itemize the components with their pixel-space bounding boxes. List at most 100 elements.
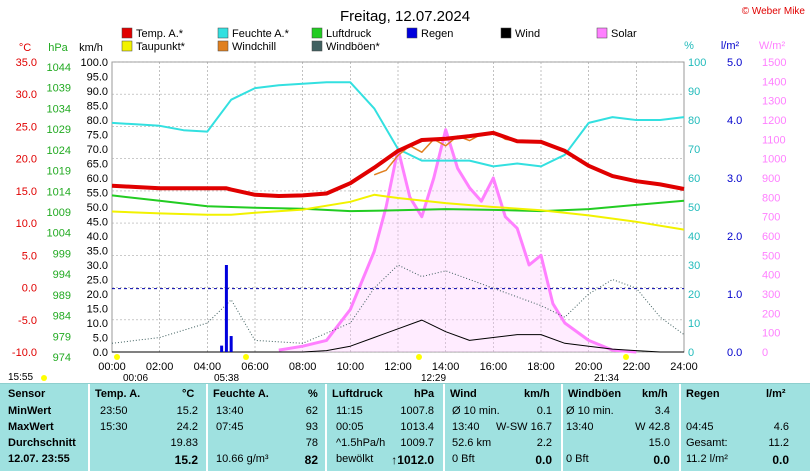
legend-swatch: [121, 27, 133, 39]
temp-tick: 0.0: [22, 283, 37, 295]
rain-tick: 4.0: [727, 115, 742, 127]
stats-cell-press-time: ^1.5hPa/h: [336, 437, 386, 449]
solar-tick: 500: [762, 250, 780, 262]
stats-cell-press-val: 1013.4: [400, 421, 434, 433]
pressure-tick: 1024: [47, 145, 71, 157]
pressure-tick: 999: [53, 248, 71, 260]
stats-cell-gust-desc: 13:40: [566, 421, 594, 433]
stats-cell-gust-desc: 0 Bft: [566, 453, 589, 465]
stats-cell-temp-time: 23:50: [100, 405, 128, 417]
stats-cell-press-val: 1009.7: [400, 437, 434, 449]
legend-label: Temp. A.*: [136, 28, 184, 40]
stats-row: 12.07. 23:55 15.2 10.66 g/m³ 82 bewölkt ↑1012…: [0, 453, 810, 469]
moon-label-2: 12:29: [421, 373, 446, 383]
solar-tick: 1300: [762, 96, 786, 108]
pressure-unit: hPa: [48, 42, 68, 54]
stats-cell-gust-desc: Ø 10 min.: [566, 405, 614, 417]
legend-label: Regen: [421, 28, 453, 40]
stats-cell-wind-desc: 52.6 km: [452, 437, 492, 449]
stats-cell-hum-time: 10.66 g/m³: [216, 453, 269, 465]
stats-row: MaxWert 15:30 24.2 07:45 93 00:05 1013.4 13:40 W…: [0, 421, 810, 437]
stats-cell-temp-val: 15.2: [174, 453, 198, 467]
legend-label: Feuchte A.*: [232, 28, 290, 40]
temp-tick: 20.0: [16, 154, 37, 166]
event-markers: 15:55 00:06 05:38 12:29 21:34: [8, 354, 629, 383]
speed-tick: 85.0: [87, 101, 108, 113]
x-tick: 10:00: [337, 361, 365, 373]
stats-cell-hum-time: 13:40: [216, 405, 244, 417]
stats-cell-rain-desc: 04:45: [686, 421, 714, 433]
stats-cell-press-time: bewölkt: [336, 453, 374, 465]
moon-label-1: 00:06: [123, 373, 148, 383]
stats-row: Durchschnitt 19.83 78 ^1.5hPa/h 1009.7 52.6 k…: [0, 437, 810, 453]
pressure-tick: 979: [53, 331, 71, 343]
stats-cell-hum-val: 82: [304, 453, 318, 467]
speed-tick: 70.0: [87, 144, 108, 156]
temp-line: [111, 130, 685, 198]
axes: 35.0 30.0 25.0 20.0 15.0 10.0 5.0 0.0 -5.0 -10.0 1…: [12, 57, 787, 373]
stats-cell-wind-val: 0.1: [536, 405, 552, 417]
header-rain-unit: l/m²: [766, 388, 786, 400]
dewpoint-line: [111, 193, 685, 231]
solar-tick: 0: [762, 347, 768, 359]
rain-bar: [220, 345, 224, 352]
stats-table: Sensor Temp. A. °C Feuchte A. % Luftdruc…: [0, 383, 810, 471]
stats-cell-wind-val: 0.0: [535, 453, 552, 467]
x-tick: 08:00: [289, 361, 317, 373]
speed-tick: 20.0: [87, 289, 108, 301]
solar-tick: 1100: [762, 134, 786, 146]
legend-swatch: [217, 40, 229, 52]
wind-line: [112, 319, 684, 353]
pressure-tick: 989: [53, 290, 71, 302]
humidity-tick: 30: [688, 260, 700, 272]
legend-label: Taupunkt*: [136, 41, 186, 53]
col-sep: [325, 384, 327, 471]
temp-tick: -5.0: [18, 315, 37, 327]
header-sensor: Sensor: [8, 388, 46, 400]
pressure-tick: 1009: [47, 207, 71, 219]
series-layer: [111, 81, 685, 354]
stats-cell-gust-val: 0.0: [653, 453, 670, 467]
pressure-tick: 1019: [47, 166, 71, 178]
stats-cell-hum-val: 78: [305, 437, 318, 449]
humidity-tick: 10: [688, 318, 700, 330]
temp-tick: 25.0: [16, 121, 37, 133]
stats-cell-temp-val: 19.83: [170, 437, 198, 449]
col-sep: [679, 384, 681, 471]
pressure-tick: 1044: [47, 62, 71, 74]
rain-tick: 0.0: [727, 347, 742, 359]
header-wind-unit: km/h: [524, 388, 550, 400]
header-pressure-unit: hPa: [414, 388, 435, 400]
speed-tick: 15.0: [87, 304, 108, 316]
temp-tick: -10.0: [12, 347, 37, 359]
speed-tick: 65.0: [87, 159, 108, 171]
x-tick: 24:00: [670, 361, 698, 373]
humidity-tick: 70: [688, 144, 700, 156]
legend: Temp. A.*Taupunkt* Feuchte A.*Windchill Lu…: [121, 27, 637, 53]
sunrise-marker: [243, 354, 249, 360]
x-tick: 22:00: [623, 361, 651, 373]
stats-cell-wind-desc: 0 Bft: [452, 453, 475, 465]
humidity-tick: 0: [688, 347, 694, 359]
pressure-tick: 1039: [47, 83, 71, 95]
solar-line: [278, 128, 637, 354]
temp-unit: °C: [19, 42, 31, 54]
stats-row: MinWert 23:50 15.2 13:40 62 11:15 1007.8 Ø 10 m…: [0, 405, 810, 421]
temp-tick: 5.0: [22, 250, 37, 262]
rain-bar: [229, 336, 233, 352]
header-pressure: Luftdruck: [332, 388, 383, 400]
header-rain: Regen: [686, 388, 720, 400]
solar-tick: 800: [762, 192, 780, 204]
rain-bar: [224, 265, 228, 352]
moon-marker-1: [114, 354, 120, 360]
speed-tick: 30.0: [87, 260, 108, 272]
pressure-tick: 974: [53, 352, 71, 364]
legend-swatch: [406, 27, 418, 39]
legend-swatch: [217, 27, 229, 39]
header-humidity-unit: %: [308, 388, 318, 400]
stats-cell-rain-desc: Gesamt:: [686, 437, 728, 449]
temp-tick: 10.0: [16, 218, 37, 230]
speed-tick: 40.0: [87, 231, 108, 243]
speed-tick: 100.0: [80, 57, 108, 69]
